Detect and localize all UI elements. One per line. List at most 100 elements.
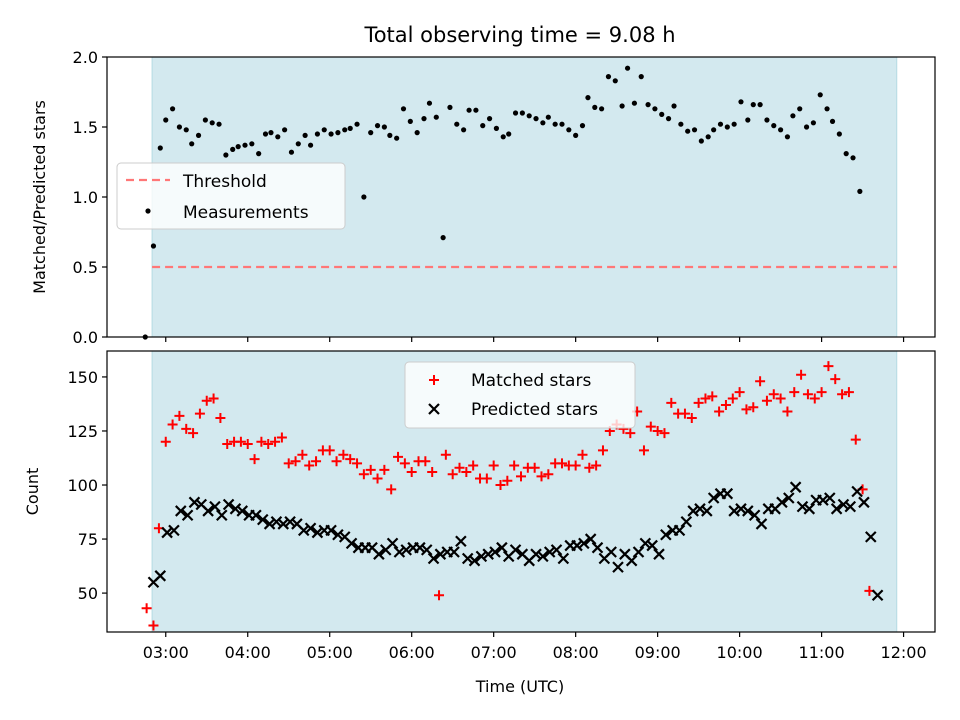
measurement-point: [612, 78, 618, 84]
y-tick-label: 0.0: [73, 328, 98, 347]
y-axis-label: Count: [23, 468, 42, 516]
predicted-star-point: [687, 505, 699, 517]
matched-star-point: [686, 413, 697, 424]
matched-star-point: [338, 449, 349, 460]
matched-star-point: [809, 393, 820, 404]
predicted-star-point: [646, 539, 658, 552]
x-tick-label: 10:00: [717, 643, 763, 662]
predicted-star-point: [728, 505, 740, 517]
predicted-star-point: [263, 518, 276, 530]
matched-star-point: [761, 395, 772, 406]
predicted-star-point: [680, 515, 693, 528]
matched-star-point: [837, 389, 848, 400]
legend: Threshold Measurements: [116, 162, 346, 230]
measurement-point: [256, 151, 262, 157]
matched-star-point: [434, 590, 445, 601]
predicted-star-point: [537, 550, 549, 563]
measurement-point: [275, 134, 281, 140]
matched-star-point: [816, 387, 827, 398]
measurement-point: [407, 118, 413, 124]
matched-star-point: [358, 469, 369, 480]
measurement-point: [764, 117, 770, 123]
measurement-point: [850, 155, 856, 161]
ratio-panel: 0.0 0.5 1.0 1.5 2.0 Matched/Predicted stars Th…: [30, 48, 936, 347]
matched-star-point: [263, 438, 274, 449]
predicted-star-point: [803, 503, 816, 515]
y-tick-label: 100: [67, 476, 98, 495]
measurement-point: [307, 142, 314, 148]
matched-star-point: [311, 456, 322, 467]
matched-star-point: [256, 436, 267, 447]
matched-star-point: [802, 389, 813, 400]
matched-star-point: [707, 391, 718, 402]
measurement-point: [526, 113, 532, 119]
measurement-point: [163, 117, 169, 123]
matched-star-point: [645, 421, 656, 432]
predicted-star-point: [871, 589, 884, 602]
predicted-star-point: [789, 481, 802, 493]
matched-star-point: [782, 406, 793, 417]
measurement-point: [314, 131, 321, 137]
predicted-star-point: [468, 554, 481, 567]
predicted-star-point: [851, 485, 863, 498]
matched-star-point: [850, 434, 861, 445]
x-tick-label: 12:00: [881, 643, 927, 662]
predicted-star-point: [427, 552, 440, 565]
measurement-point: [183, 127, 189, 133]
measurement-point: [440, 235, 446, 241]
matched-star-point: [666, 397, 677, 408]
x-axis-label: Time (UTC): [475, 677, 564, 696]
legend-threshold-label: Threshold: [182, 172, 267, 192]
matched-star-point: [591, 460, 602, 471]
matched-star-point: [188, 428, 199, 439]
predicted-star-point: [256, 513, 269, 526]
predicted-star-point: [311, 526, 324, 539]
legend-box: [404, 361, 636, 429]
measurement-point: [585, 95, 591, 101]
measurement-point: [652, 106, 658, 112]
measurement-point: [368, 130, 374, 136]
measurement-point: [824, 106, 830, 112]
matched-star-point: [556, 458, 567, 469]
measurement-point: [631, 100, 638, 106]
matched-star-point: [509, 460, 520, 471]
measurement-point: [579, 123, 586, 129]
chart-title: Total observing time = 9.08 h: [363, 23, 675, 47]
predicted-star-point: [229, 503, 242, 515]
matched-star-point: [577, 449, 588, 460]
measurement-point: [599, 106, 605, 112]
measurement-point: [480, 123, 486, 129]
measurement-point: [829, 118, 836, 124]
measurement-point: [381, 124, 387, 130]
measurement-point: [374, 123, 381, 129]
measurement-point: [717, 121, 724, 127]
predicted-star-point: [639, 537, 652, 550]
predicted-star-point: [776, 496, 788, 509]
measurement-point: [361, 194, 367, 200]
matched-star-point: [789, 387, 800, 398]
measurement-point: [857, 188, 863, 194]
measurement-point: [473, 107, 479, 113]
measurement-point: [466, 107, 472, 113]
matched-star-point: [843, 387, 854, 398]
predicted-star-point: [612, 561, 624, 573]
measurement-point: [493, 125, 500, 131]
matched-star-point: [638, 445, 649, 456]
measurement-point: [731, 121, 737, 127]
matched-star-point: [352, 458, 363, 469]
measurement-point: [347, 125, 353, 131]
predicted-star-point: [660, 528, 672, 541]
x-tick-label: 03:00: [143, 643, 189, 662]
predicted-star-point: [748, 509, 761, 522]
measurement-point: [486, 116, 493, 122]
predicted-star-point: [304, 522, 317, 535]
legend-matched-label: Matched stars: [471, 371, 591, 391]
matched-star-point: [194, 408, 205, 419]
measurement-point: [202, 117, 208, 123]
x-tick-label: 11:00: [799, 643, 845, 662]
matched-star-point: [399, 458, 410, 469]
predicted-star-point: [461, 552, 474, 565]
measurement-point: [302, 132, 308, 138]
matched-star-point: [270, 436, 281, 447]
predicted-star-point: [448, 546, 460, 558]
